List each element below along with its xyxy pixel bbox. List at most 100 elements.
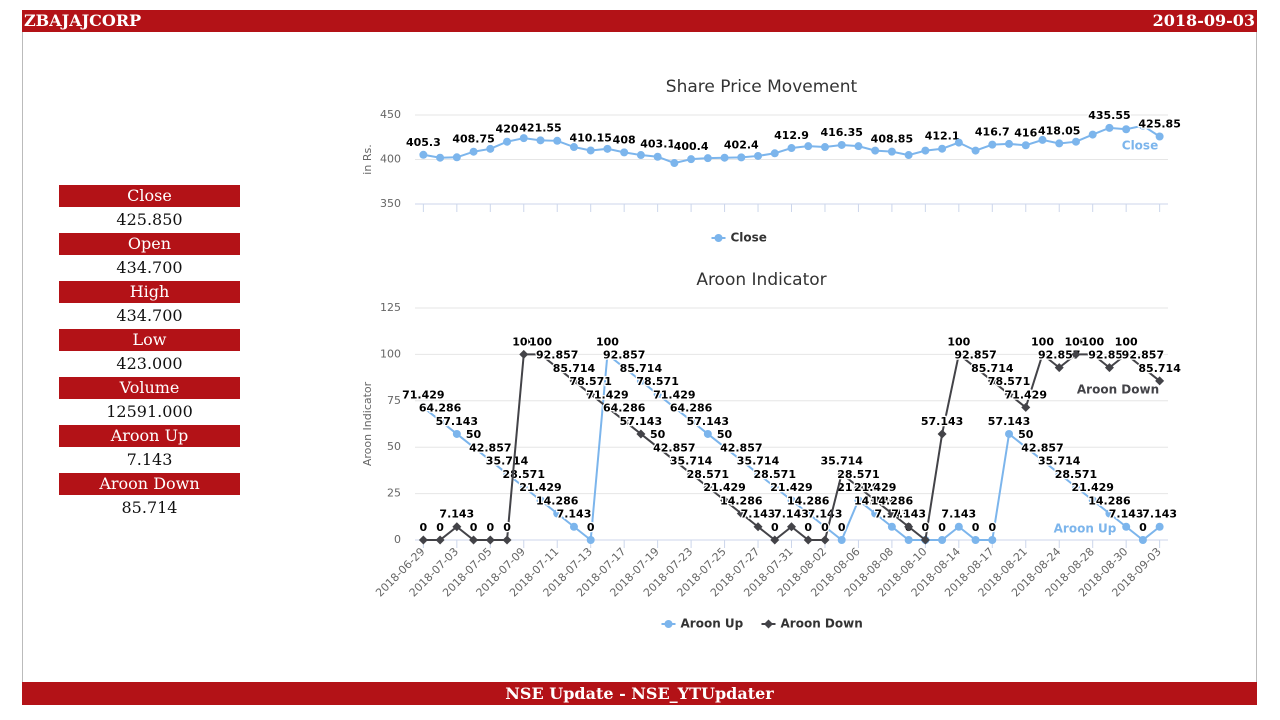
data-label: 64.286 (419, 402, 462, 415)
data-label: 416 (1014, 126, 1037, 139)
marker (636, 376, 645, 385)
marker (803, 535, 813, 545)
data-label: 0 (587, 521, 595, 534)
marker (553, 136, 562, 145)
marker (1138, 536, 1147, 544)
data-label: 57.143 (436, 415, 478, 428)
data-label: 435.55 (1088, 109, 1130, 122)
y-tick-label: 25 (387, 487, 401, 500)
marker (954, 349, 964, 359)
data-label: 7.143 (891, 508, 926, 521)
marker (1038, 349, 1047, 359)
marker (770, 535, 780, 545)
data-label: 408.85 (871, 133, 913, 146)
data-label: 7.143 (774, 508, 809, 521)
marker (486, 456, 495, 465)
marker (988, 536, 997, 544)
data-label: 71.429 (653, 388, 695, 401)
marker (787, 144, 796, 153)
data-label: 14.286 (1088, 494, 1131, 507)
stat-value: 85.714 (121, 498, 178, 517)
marker (703, 429, 712, 438)
marker (1104, 363, 1114, 373)
marker (1021, 141, 1030, 150)
data-label: 0 (771, 521, 779, 534)
marker (720, 153, 729, 162)
data-label: 0 (922, 521, 930, 534)
marker (1122, 125, 1131, 134)
marker (770, 482, 779, 491)
marker (485, 535, 495, 545)
data-label: 0 (804, 521, 812, 534)
marker (938, 536, 947, 544)
marker (502, 535, 512, 545)
marker (1054, 363, 1064, 373)
marker (1121, 349, 1131, 359)
marker (452, 153, 461, 162)
data-label: 35.714 (670, 455, 713, 468)
marker (519, 482, 528, 491)
marker (1055, 469, 1064, 478)
data-label: 35.714 (486, 455, 529, 468)
chart-title: Aroon Indicator (696, 270, 826, 290)
data-label: 425.85 (1138, 117, 1180, 130)
marker (854, 142, 863, 151)
marker (686, 469, 696, 479)
stat-label: Low (59, 329, 240, 351)
data-label: 42.857 (1021, 441, 1063, 454)
data-label: 418.05 (1038, 124, 1080, 137)
footer: NSE Update - NSE_YTUpdater (22, 682, 1257, 705)
marker (620, 148, 629, 157)
marker (971, 146, 980, 155)
data-label: 100 (1081, 335, 1104, 348)
data-label: 85.714 (553, 362, 596, 375)
marker (636, 429, 646, 439)
marker (1138, 363, 1148, 373)
marker (669, 455, 679, 465)
marker (687, 416, 696, 425)
data-label: 21.429 (1071, 481, 1113, 494)
marker (720, 495, 730, 505)
symbol: ZBAJAJCORP (24, 11, 142, 30)
data-label: 0 (420, 521, 428, 534)
marker (787, 522, 796, 532)
marker (954, 522, 963, 531)
data-label: 50 (717, 428, 733, 441)
marker (469, 535, 479, 545)
data-label: 28.571 (687, 468, 729, 481)
marker (1155, 132, 1164, 141)
marker (1105, 509, 1114, 518)
series-end-label: Aroon Down (1077, 383, 1159, 397)
marker (687, 155, 696, 164)
marker (1005, 139, 1014, 148)
data-label: 0 (821, 521, 829, 534)
data-label: 412.1 (925, 130, 960, 143)
data-label: 21.429 (519, 481, 561, 494)
marker (602, 402, 612, 412)
marker (904, 522, 914, 532)
data-label: 0 (470, 521, 478, 534)
data-label: 35.714 (1038, 455, 1081, 468)
marker (904, 151, 913, 160)
data-label: 403.1 (640, 138, 675, 151)
data-label: 7.143 (808, 508, 843, 521)
marker (569, 143, 578, 152)
marker (837, 140, 846, 149)
marker (820, 143, 829, 152)
data-label: 57.143 (988, 415, 1030, 428)
marker (1071, 349, 1081, 359)
data-label: 7.143 (1142, 508, 1177, 521)
marker (754, 469, 763, 478)
marker (1122, 522, 1131, 531)
data-label: 57.143 (687, 415, 729, 428)
marker (937, 429, 947, 439)
y-axis-title: Aroon Indicator (361, 381, 374, 466)
marker (486, 144, 495, 153)
y-axis-title: in Rs. (361, 144, 374, 174)
data-label: 42.857 (720, 441, 762, 454)
charts: Share Price Movement in Rs. 350 400 450 405.3… (361, 77, 1182, 631)
data-label: 57.143 (921, 415, 963, 428)
marker (452, 429, 461, 438)
data-label: 28.571 (754, 468, 796, 481)
